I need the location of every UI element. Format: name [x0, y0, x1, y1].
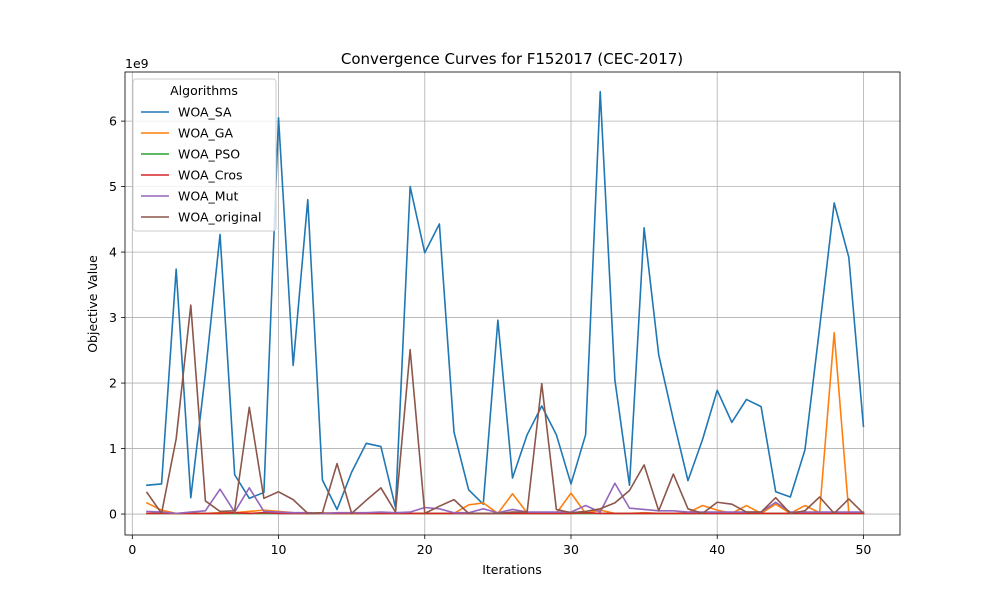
plot-frame	[124, 71, 901, 536]
legend-title: Algorithms	[170, 83, 238, 98]
x-tick-label: 50	[855, 542, 871, 557]
x-axis-title: Iterations	[482, 562, 542, 577]
legend-label-woa-mut: WOA_Mut	[178, 189, 238, 204]
legend-entries: WOA_SA WOA_GA WOA_PSO WOA_Cros WOA_Mut WOA_or…	[141, 105, 262, 225]
legend: Algorithms WOA_SAWOA_GAWOA_PSOWOA_CrosWO…	[132, 78, 277, 232]
x-tick-label: 30	[563, 542, 579, 557]
x-tick-label: 10	[271, 542, 287, 557]
series-line-woa-sa	[146, 90, 865, 511]
y-tick-label: 4	[109, 245, 117, 260]
legend-label-woa-cros: WOA_Cros	[178, 168, 243, 183]
series-line-woa-ga	[145, 331, 865, 515]
y-tick-label: 6	[109, 114, 117, 129]
legend-label-woa-ga: WOA_GA	[178, 126, 233, 141]
legend-box	[132, 78, 277, 232]
legend-label-woa-sa: WOA_SA	[178, 105, 232, 120]
x-tick-label: 40	[709, 542, 725, 557]
y-tick-label: 3	[109, 310, 117, 325]
legend-label-woa-original: WOA_original	[178, 210, 262, 225]
chart-title: Convergence Curves for F152017 (CEC-2017…	[341, 50, 683, 68]
legend-label-woa-pso: WOA_PSO	[178, 147, 240, 162]
y-axis-offset-label: 1e9	[125, 56, 149, 71]
x-tick-label: 20	[417, 542, 433, 557]
x-tick-label: 0	[128, 542, 136, 557]
series-line-woa-original	[145, 304, 865, 515]
series-lines	[145, 90, 865, 515]
y-axis-title: Objective Value	[85, 255, 100, 353]
axis-ticks: 0 10 20 30 40 50 0 1 2 3 4 5 6	[109, 114, 871, 557]
y-tick-label: 2	[109, 376, 117, 391]
y-tick-label: 0	[109, 507, 117, 522]
y-tick-label: 5	[109, 179, 117, 194]
y-tick-label: 1	[109, 441, 117, 456]
series-line-woa-mut	[146, 482, 865, 515]
